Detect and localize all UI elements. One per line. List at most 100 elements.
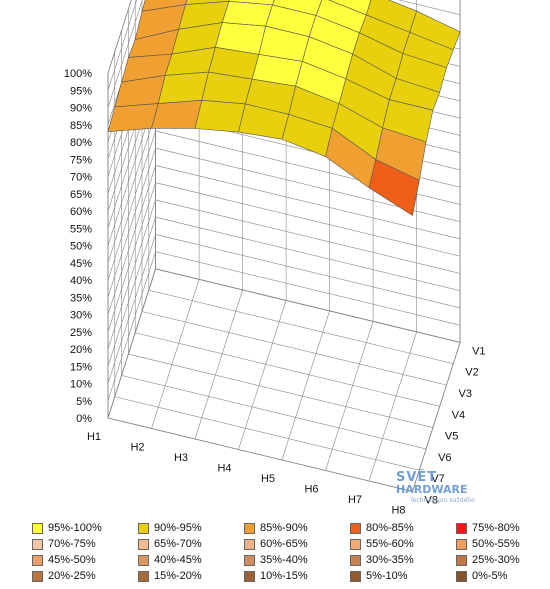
legend-swatch (456, 538, 467, 550)
y-tick-label: V5 (445, 431, 458, 443)
surface-plot: 0% 5% 10% 15% 20% 25% 30% 35% 40% 45% 50% 55% 60% 65%… (64, 0, 486, 517)
legend-label: 70%-75% (48, 538, 96, 550)
y-tick-label: V1 (472, 345, 485, 357)
x-tick-label: H7 (348, 494, 362, 506)
legend-item: 75%-80% (456, 522, 520, 534)
z-tick-label: 30% (70, 310, 92, 322)
x-tick-label: H8 (391, 505, 405, 517)
z-tick-label: 35% (70, 292, 92, 304)
legend: 95%-100% 90%-95% 85%-90% 80%-85% 75%-80% 70%-… (32, 522, 542, 586)
legend-item: 45%-50% (32, 554, 96, 566)
z-gridline (107, 0, 461, 91)
legend-label: 95%-100% (48, 522, 102, 534)
z-tick-label: 10% (70, 379, 92, 391)
legend-label: 55%-60% (366, 538, 414, 550)
z-tick-label: 100% (64, 68, 92, 80)
x-tick-label: H5 (261, 473, 275, 485)
legend-label: 75%-80% (472, 522, 520, 534)
legend-item: 65%-70% (138, 538, 202, 550)
legend-item: 10%-15% (244, 570, 308, 582)
legend-item: 55%-60% (350, 538, 414, 550)
watermark-line2: HARDWARE (396, 483, 468, 496)
legend-label: 10%-15% (260, 570, 308, 582)
legend-swatch (456, 570, 467, 582)
legend-swatch (456, 522, 467, 534)
legend-item: 0%-5% (456, 570, 507, 582)
z-tick-label: 90% (70, 103, 92, 115)
legend-label: 80%-85% (366, 522, 414, 534)
z-tick-label: 25% (70, 327, 92, 339)
legend-label: 20%-25% (48, 570, 96, 582)
legend-swatch (244, 554, 255, 566)
legend-swatch (350, 522, 361, 534)
z-tick-label: 95% (70, 85, 92, 97)
legend-item: 25%-30% (456, 554, 520, 566)
x-tick-label: H3 (174, 452, 188, 464)
legend-item: 70%-75% (32, 538, 96, 550)
v-gridline (107, 73, 413, 492)
legend-label: 50%-55% (472, 538, 520, 550)
legend-label: 60%-65% (260, 538, 308, 550)
legend-item: 5%-10% (350, 570, 408, 582)
v-gridline (121, 30, 427, 450)
z-tick-label: 65% (70, 189, 92, 201)
legend-item: 60%-65% (244, 538, 308, 550)
y-tick-label: V4 (452, 409, 465, 421)
watermark-line1: SVĚT (396, 470, 438, 485)
legend-item: 90%-95% (138, 522, 202, 534)
z-gridline (107, 0, 132, 74)
legend-swatch (350, 570, 361, 582)
legend-item: 95%-100% (32, 522, 102, 534)
y-tick-label: V8 (425, 495, 438, 507)
legend-swatch (32, 538, 43, 550)
legend-swatch (350, 538, 361, 550)
z-tick-label: 45% (70, 258, 92, 270)
z-tick-label: 80% (70, 137, 92, 149)
z-tick-label: 50% (70, 241, 92, 253)
legend-label: 30%-35% (366, 554, 414, 566)
legend-label: 90%-95% (154, 522, 202, 534)
legend-item: 35%-40% (244, 554, 308, 566)
legend-swatch (138, 570, 149, 582)
x-tick-label: H6 (304, 484, 318, 496)
legend-swatch (244, 538, 255, 550)
z-tick-label: 0% (76, 413, 92, 425)
v-gridline (114, 51, 420, 471)
legend-swatch (138, 554, 149, 566)
y-tick-label: V7 (431, 473, 444, 485)
surface-patch (107, 103, 159, 132)
legend-item: 80%-85% (350, 522, 414, 534)
z-tick-label: 40% (70, 275, 92, 287)
watermark-line3: Technika pro každého (410, 497, 475, 504)
y-tick-label: V6 (438, 452, 451, 464)
z-tick-label: 75% (70, 154, 92, 166)
y-tick-label: V3 (459, 388, 472, 400)
legend-label: 65%-70% (154, 538, 202, 550)
z-tick-label: 85% (70, 120, 92, 132)
x-tick-label: H1 (87, 431, 101, 443)
surface-patch (368, 159, 420, 216)
z-tick-label: 60% (70, 206, 92, 218)
legend-label: 0%-5% (472, 570, 508, 582)
z-tick-label: 5% (76, 396, 92, 408)
legend-swatch (244, 522, 255, 534)
legend-swatch (32, 570, 43, 582)
surface-patch (194, 100, 246, 133)
z-tick-label: 70% (70, 172, 92, 184)
legend-item: 40%-45% (138, 554, 202, 566)
x-tick-label: H2 (130, 442, 144, 454)
legend-swatch (32, 522, 43, 534)
legend-swatch (350, 554, 361, 566)
legend-item: 85%-90% (244, 522, 308, 534)
legend-item: 15%-20% (138, 570, 202, 582)
legend-label: 5%-10% (366, 570, 408, 582)
z-tick-label: 20% (70, 344, 92, 356)
legend-swatch (138, 522, 149, 534)
y-tick-label: V2 (465, 367, 478, 379)
legend-item: 50%-55% (456, 538, 520, 550)
legend-label: 15%-20% (154, 570, 202, 582)
legend-label: 85%-90% (260, 522, 308, 534)
surface-patch (221, 0, 273, 27)
watermark-logo: SVĚT HARDWARE Technika pro každého (396, 470, 478, 512)
